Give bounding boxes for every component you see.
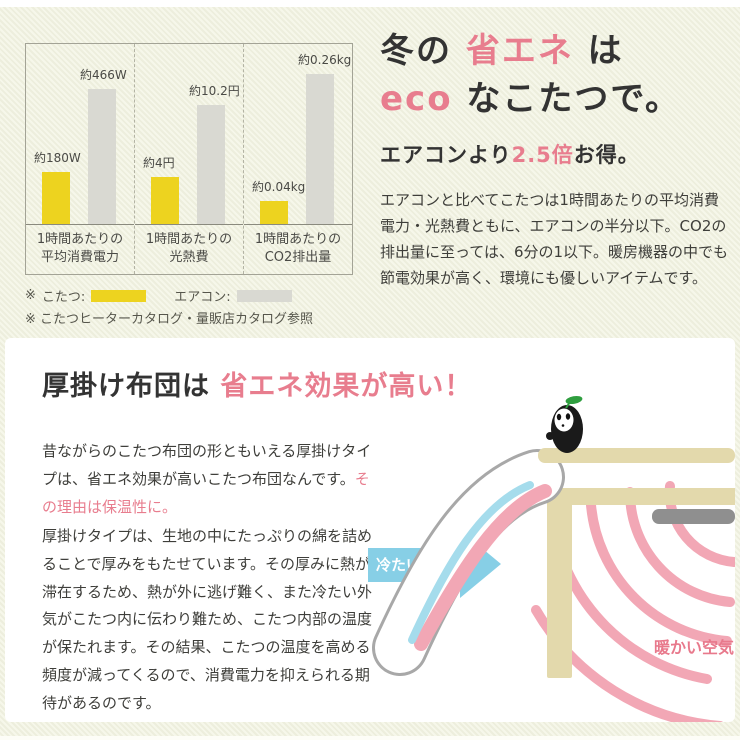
table-leg	[547, 488, 572, 678]
chart-group: 約180W 約466W 1時間あたりの 平均消費電力	[26, 44, 134, 274]
kotatsu-blanket	[372, 449, 565, 676]
energy-comparison-chart-wrap: 約180W 約466W 1時間あたりの 平均消費電力 約4円 約10.2円 1時間あたりの光…	[25, 43, 353, 327]
section-paragraph-2: 厚掛けタイプは、生地の中にたっぷりの綿を詰めることで厚みをもたせています。その厚…	[42, 527, 373, 712]
leaf-icon	[565, 395, 583, 405]
bar-value-label: 約4円	[143, 156, 175, 170]
page-title: 冬の 省エネ は eco なこたつで。	[380, 28, 732, 123]
chart-plot-area: 約180W 約466W	[26, 44, 134, 224]
table-frame	[547, 488, 735, 678]
warm-air-label: 暖かい空気	[654, 638, 734, 657]
bottom-white-strip	[0, 736, 740, 740]
chart-category-label: 1時間あたりの CO2排出量	[244, 224, 352, 274]
legend-aircon-label: エアコン:	[174, 290, 231, 306]
legend-kotatsu-label: こたつ:	[41, 290, 86, 306]
hero-section: 冬の 省エネ は eco なこたつで。 エアコンより2.5倍お得。 エアコンと比…	[380, 28, 732, 292]
chart-bar-aircon	[197, 105, 225, 224]
chart-bar-aircon	[88, 89, 116, 224]
blue-air-flow	[408, 481, 534, 644]
kotatsu-illustration: 冷たい空気	[358, 392, 735, 722]
chart-bar-kotatsu	[42, 172, 70, 224]
heater	[652, 509, 735, 524]
tabletop	[538, 448, 735, 463]
chart-category-label: 1時間あたりの 平均消費電力	[26, 224, 134, 274]
bar-value-label: 約0.26kg	[298, 53, 352, 67]
mascot	[546, 395, 583, 453]
title-line2: eco なこたつで。	[380, 78, 682, 119]
hero-subtitle: エアコンより2.5倍お得。	[380, 143, 640, 168]
section-heading: 厚掛け布団は 省エネ効果が高い！	[42, 371, 473, 402]
chart-source-note: ※ こたつヒーターカタログ・量販店カタログ参照	[25, 312, 314, 328]
pink-air-flow	[414, 484, 552, 651]
legend-mark: ※	[25, 288, 36, 304]
chart-legend: ※ こたつ: エアコン:	[25, 286, 353, 305]
chart-category-label: 1時間あたりの 光熱費	[135, 224, 243, 274]
bar-chart: 約180W 約466W 1時間あたりの 平均消費電力 約4円 約10.2円 1時間あたりの光…	[25, 43, 353, 276]
bar-value-label: 約180W	[34, 151, 81, 165]
chart-group: 約0.04kg 約0.26kg 1時間あたりの CO2排出量	[243, 44, 352, 275]
aircon-color-swatch	[236, 289, 292, 302]
kotatsu-color-swatch	[91, 289, 147, 302]
title-line1: 冬の 省エネ は	[380, 31, 624, 71]
bar-value-label: 約10.2円	[189, 84, 240, 98]
bar-value-label: 約466W	[80, 68, 127, 82]
chart-bar-kotatsu	[260, 201, 288, 224]
bar-value-label: 約0.04kg	[252, 180, 306, 194]
chart-bar-aircon	[306, 74, 334, 224]
chart-bar-kotatsu	[151, 177, 179, 224]
chart-plot-area: 約0.04kg 約0.26kg	[244, 44, 352, 224]
chart-plot-area: 約4円 約10.2円	[135, 44, 243, 224]
hero-body-text: エアコンと比べてこたつは1時間あたりの平均消費電力・光熱費ともに、エアコンの半分…	[380, 191, 729, 288]
top-white-strip	[0, 0, 740, 7]
section-paragraph-1: 昔ながらのこたつ布団の形ともいえる厚掛けタイプは、省エネ効果が高いこたつ布団なん…	[42, 442, 372, 516]
thick-futon-panel: 厚掛け布団は 省エネ効果が高い！ 昔ながらのこたつ布団の形ともいえる厚掛けタイプ…	[5, 338, 735, 722]
chart-group: 約4円 約10.2円 1時間あたりの 光熱費	[134, 44, 243, 275]
